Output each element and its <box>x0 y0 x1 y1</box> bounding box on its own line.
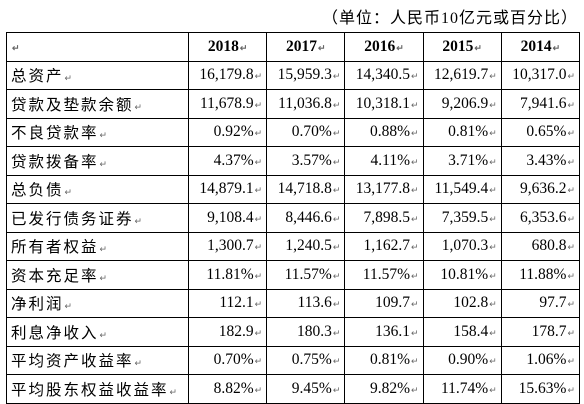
unit-note: （单位：人民币10亿元或百分比） <box>321 10 578 27</box>
cell-value: 11.74% <box>422 374 502 404</box>
cell-value: 13,177.8 <box>344 174 424 204</box>
table-row: 不良贷款率0.92%0.70%0.88%0.81%0.65% <box>6 117 581 147</box>
table-row: 平均资产收益率0.70%0.75%0.81%0.90%1.06% <box>6 345 581 375</box>
table-row: 贷款拨备率4.37%3.57%4.11%3.71%3.43% <box>6 146 581 176</box>
cell-value: 0.70% <box>187 345 268 375</box>
cell-value: 7,941.6 <box>500 89 581 119</box>
cell-value: 6,353.6 <box>500 203 581 233</box>
cell-value: 11,036.8 <box>266 89 346 119</box>
table-row: 净利润112.1113.6109.7102.897.7 <box>6 288 581 318</box>
cell-value: 109.7 <box>344 288 424 318</box>
column-header: 2014 <box>500 32 581 62</box>
row-label: 所有者权益 <box>6 231 189 261</box>
cell-value: 11.81% <box>187 260 268 290</box>
cell-value: 11.88% <box>500 260 581 290</box>
cell-value: 0.88% <box>344 117 424 147</box>
cell-value: 113.6 <box>266 288 346 318</box>
row-label: 总资产 <box>6 60 189 90</box>
cell-value: 8.82% <box>187 374 268 404</box>
cell-value: 7,359.5 <box>422 203 502 233</box>
cell-value: 14,879.1 <box>187 174 268 204</box>
column-header: 2018 <box>187 32 268 62</box>
cell-value: 178.7 <box>500 317 581 347</box>
row-label: 平均股东权益收益率 <box>6 374 189 404</box>
cell-value: 4.37% <box>187 146 268 176</box>
cell-value: 12,619.7 <box>422 60 502 90</box>
cell-value: 16,179.8 <box>187 60 268 90</box>
row-label: 贷款及垫款余额 <box>6 89 189 119</box>
cell-value: 1.06% <box>500 345 581 375</box>
table-row: 利息净收入182.9180.3136.1158.4178.7 <box>6 317 581 347</box>
cell-value: 9,636.2 <box>500 174 581 204</box>
cell-value: 680.8 <box>500 231 581 261</box>
column-header: 2015 <box>422 32 502 62</box>
cell-value: 97.7 <box>500 288 581 318</box>
cell-value: 1,240.5 <box>266 231 346 261</box>
cell-value: 9,108.4 <box>187 203 268 233</box>
table-row: 平均股东权益收益率8.82%9.45%9.82%11.74%15.63% <box>6 374 581 404</box>
cell-value: 0.81% <box>344 345 424 375</box>
table-row: 总资产16,179.815,959.314,340.512,619.710,31… <box>6 60 581 90</box>
cell-value: 11,549.4 <box>422 174 502 204</box>
cell-value: 0.70% <box>266 117 346 147</box>
cell-value: 4.11% <box>344 146 424 176</box>
cell-value: 14,718.8 <box>266 174 346 204</box>
cell-value: 10,317.0 <box>500 60 581 90</box>
cell-value: 15,959.3 <box>266 60 346 90</box>
cell-value: 10.81% <box>422 260 502 290</box>
cell-value: 9.82% <box>344 374 424 404</box>
corner-cell <box>6 32 189 62</box>
data-table: 20182017201620152014 总资产16,179.815,959.3… <box>6 32 581 404</box>
row-label: 已发行债务证券 <box>6 203 189 233</box>
cell-value: 0.75% <box>266 345 346 375</box>
table-row: 总负债14,879.114,718.813,177.811,549.49,636… <box>6 174 581 204</box>
cell-value: 3.43% <box>500 146 581 176</box>
cell-value: 0.92% <box>187 117 268 147</box>
cell-value: 9,206.9 <box>422 89 502 119</box>
cell-value: 1,070.3 <box>422 231 502 261</box>
cell-value: 136.1 <box>344 317 424 347</box>
cell-value: 14,340.5 <box>344 60 424 90</box>
cell-value: 182.9 <box>187 317 268 347</box>
cell-value: 102.8 <box>422 288 502 318</box>
cell-value: 8,446.6 <box>266 203 346 233</box>
row-label: 不良贷款率 <box>6 117 189 147</box>
cell-value: 1,162.7 <box>344 231 424 261</box>
cell-value: 3.71% <box>422 146 502 176</box>
cell-value: 11,678.9 <box>187 89 268 119</box>
cell-value: 7,898.5 <box>344 203 424 233</box>
row-label: 资本充足率 <box>6 260 189 290</box>
table-row: 贷款及垫款余额11,678.911,036.810,318.19,206.97,… <box>6 89 581 119</box>
cell-value: 0.90% <box>422 345 502 375</box>
cell-value: 10,318.1 <box>344 89 424 119</box>
row-label: 总负债 <box>6 174 189 204</box>
column-header: 2017 <box>266 32 346 62</box>
cell-value: 1,300.7 <box>187 231 268 261</box>
cell-value: 9.45% <box>266 374 346 404</box>
cell-value: 112.1 <box>187 288 268 318</box>
row-label: 利息净收入 <box>6 317 189 347</box>
cell-value: 11.57% <box>344 260 424 290</box>
row-label: 贷款拨备率 <box>6 146 189 176</box>
cell-value: 11.57% <box>266 260 346 290</box>
cell-value: 158.4 <box>422 317 502 347</box>
row-label: 净利润 <box>6 288 189 318</box>
table-row: 所有者权益1,300.71,240.51,162.71,070.3680.8 <box>6 231 581 261</box>
row-label: 平均资产收益率 <box>6 345 189 375</box>
cell-value: 180.3 <box>266 317 346 347</box>
table-row: 已发行债务证券9,108.48,446.67,898.57,359.56,353… <box>6 203 581 233</box>
header-row: 20182017201620152014 <box>6 32 581 62</box>
cell-value: 0.65% <box>500 117 581 147</box>
cell-value: 15.63% <box>500 374 581 404</box>
table-row: 资本充足率11.81%11.57%11.57%10.81%11.88% <box>6 260 581 290</box>
column-header: 2016 <box>344 32 424 62</box>
cell-value: 0.81% <box>422 117 502 147</box>
cell-value: 3.57% <box>266 146 346 176</box>
